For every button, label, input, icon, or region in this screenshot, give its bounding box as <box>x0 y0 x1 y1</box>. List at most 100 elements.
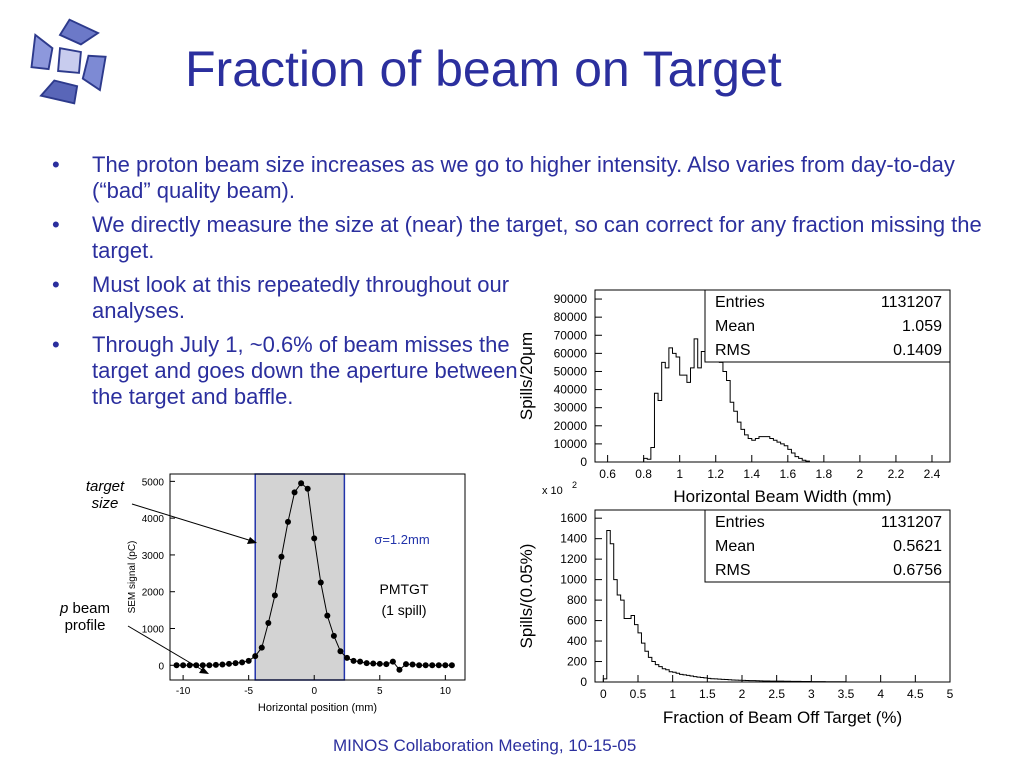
beam-profile-label: p beam profile <box>59 600 111 634</box>
data-point <box>180 662 187 669</box>
y-tick-label: 400 <box>567 634 587 648</box>
multiplier-exponent: 2 <box>572 480 577 490</box>
beam-profile-chart: 0 1000 2000 3000 4000 5000 -10 -5 0 5 10 Horizontal… <box>127 473 466 714</box>
pmtgt-annotation: PMTGT <box>380 581 429 597</box>
stats-label: Entries <box>715 294 765 311</box>
y-tick-label: 800 <box>567 593 587 607</box>
x-tick-label: 4.5 <box>907 687 924 701</box>
y-tick-label: 70000 <box>554 328 588 342</box>
arrowhead-icon <box>247 537 257 544</box>
y-tick-label: 200 <box>567 655 587 669</box>
data-point <box>212 661 219 668</box>
data-point <box>245 657 252 664</box>
x-tick-label: 0.5 <box>630 687 647 701</box>
multiplier-label: x 10 <box>542 485 563 497</box>
y-tick-label: 600 <box>567 614 587 628</box>
target-band <box>254 473 346 681</box>
data-point <box>291 489 298 496</box>
x-tick-label: 0 <box>311 686 317 697</box>
x-tick-label: 2 <box>739 687 746 701</box>
data-point <box>252 653 259 660</box>
y-tick-label: 30000 <box>554 401 588 415</box>
y-tick-label: 0 <box>580 675 587 689</box>
x-tick-label: 4 <box>877 687 884 701</box>
stats-label: RMS <box>715 342 751 359</box>
stats-value: 1.059 <box>902 318 942 335</box>
y-tick-label: 2000 <box>142 588 165 599</box>
data-point <box>239 659 246 666</box>
x-tick-label: 0.6 <box>599 467 616 481</box>
x-tick-label: 2.5 <box>768 687 785 701</box>
stats-label: RMS <box>715 562 751 579</box>
y-tick-label: 20000 <box>554 419 588 433</box>
y-tick-label: 10000 <box>554 437 588 451</box>
data-point <box>350 657 357 664</box>
y-axis-label: Spills/20μm <box>517 332 536 420</box>
data-point <box>363 660 370 667</box>
bullet-item: • Must look at this repeatedly throughout… <box>52 272 510 323</box>
data-point <box>389 658 396 665</box>
beam-width-histogram: 0 10000 20000 30000 40000 50000 60000 70000 8000… <box>517 289 951 506</box>
data-point <box>435 662 442 669</box>
x-tick-label: 1.5 <box>699 687 716 701</box>
y-tick-label: 60000 <box>554 346 588 360</box>
y-axis-label: SEM signal (pC) <box>127 541 138 614</box>
data-point <box>265 619 272 626</box>
x-axis-label: Horizontal position (mm) <box>258 702 377 714</box>
x-tick-label: 1.8 <box>816 467 833 481</box>
x-tick-label: 0.8 <box>635 467 652 481</box>
data-point <box>173 662 180 669</box>
data-point <box>396 666 403 673</box>
bullet-list: • The proton beam size increases as we go… <box>52 152 992 418</box>
x-tick-label: 3 <box>808 687 815 701</box>
data-point <box>317 579 324 586</box>
stats-label: Entries <box>715 514 765 531</box>
arrowhead-icon <box>199 667 209 674</box>
stats-label: Mean <box>715 538 755 555</box>
data-point <box>206 662 213 669</box>
y-tick-label: 50000 <box>554 364 588 378</box>
y-tick-label: 90000 <box>554 292 588 306</box>
data-point <box>448 662 455 669</box>
data-point <box>311 535 318 542</box>
data-point <box>232 660 239 667</box>
data-point <box>271 592 278 599</box>
x-tick-label: 3.5 <box>838 687 855 701</box>
slide-title: Fraction of beam on Target <box>185 41 782 97</box>
y-tick-label: 1200 <box>560 552 587 566</box>
stats-value: 1131207 <box>881 514 942 531</box>
stats-box <box>704 509 951 583</box>
x-tick-label: 2.2 <box>888 467 905 481</box>
y-axis-label: Spills/(0.05%) <box>517 544 536 649</box>
x-axis-label: Horizontal Beam Width (mm) <box>673 487 891 506</box>
bullet-item: • We directly measure the size at (near) … <box>52 212 982 263</box>
footer-text: MINOS Collaboration Meeting, 10-15-05 <box>333 736 637 755</box>
data-point <box>226 660 232 667</box>
stats-value: 1131207 <box>881 294 942 311</box>
bullet-text: Must look at this repeatedly throughout … <box>92 272 510 323</box>
pmtgt-spill-annotation: (1 spill) <box>381 602 426 618</box>
y-tick-label: 1000 <box>142 625 165 636</box>
sigma-annotation: σ=1.2mm <box>374 532 429 547</box>
y-tick-label: 1000 <box>560 573 587 587</box>
minos-logo-icon <box>30 18 107 105</box>
fraction-off-target-histogram: 0 200 400 600 800 1000 1200 1400 1600 0 0.5 1 1.5 2 2.… <box>517 480 954 727</box>
data-point <box>304 485 311 492</box>
x-tick-label: 1 <box>676 467 683 481</box>
histogram-series <box>643 302 810 462</box>
plot-frame <box>169 473 466 681</box>
data-point <box>416 662 423 669</box>
y-tick-label: 80000 <box>554 310 588 324</box>
data-point <box>199 662 206 669</box>
x-tick-label: -10 <box>176 686 191 697</box>
x-axis-label: Fraction of Beam Off Target (%) <box>663 708 902 727</box>
beam-profile-arrow <box>127 625 205 672</box>
bullet-text: Through July 1, ~0.6% of beam misses the… <box>92 332 518 409</box>
data-point <box>376 660 383 667</box>
x-tick-label: -5 <box>244 686 253 697</box>
x-tick-label: 0 <box>600 687 607 701</box>
data-point <box>298 480 305 487</box>
data-point <box>219 661 226 668</box>
data-point <box>324 612 331 619</box>
y-tick-label: 1600 <box>560 511 587 525</box>
